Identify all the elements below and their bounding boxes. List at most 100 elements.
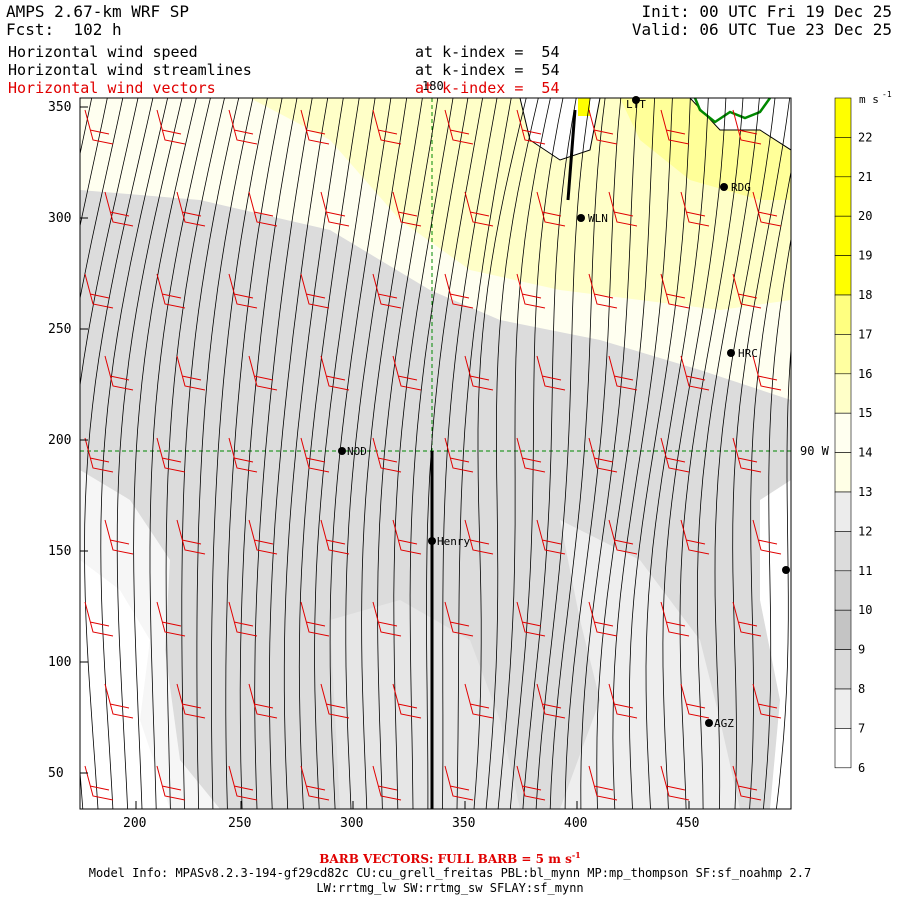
colorbar-swatch <box>834 294 852 335</box>
streamline <box>442 98 498 809</box>
wind-barb <box>588 601 618 637</box>
wind-barb <box>752 355 782 391</box>
colorbar-swatch <box>834 728 852 769</box>
wind-barb <box>84 273 114 309</box>
wind-barb <box>660 601 690 637</box>
colorbar-label: 13 <box>858 485 872 499</box>
streamline <box>409 98 469 809</box>
wind-barb <box>176 191 206 227</box>
wind-barb <box>300 437 330 473</box>
wind-barb <box>104 683 134 719</box>
colorbar-label: 19 <box>858 249 872 263</box>
wind-barb <box>516 765 546 801</box>
station-marker-rdg <box>720 183 728 191</box>
x-tick-label: 200 <box>123 816 147 831</box>
valid-time: Valid: 06 UTC Tue 23 Dec 25 <box>631 20 892 39</box>
wind-barb <box>156 273 186 309</box>
wind-barb <box>228 273 258 309</box>
wind-barb <box>444 437 474 473</box>
station-label-henry: Henry <box>437 535 470 548</box>
colorbar-swatch <box>834 531 852 572</box>
field-level-streamlines: at k-index = 54 <box>415 61 560 79</box>
wind-barb <box>752 191 782 227</box>
wind-barb <box>680 191 710 227</box>
wind-barb <box>392 683 422 719</box>
wind-barb <box>680 683 710 719</box>
x-axis-ticks <box>135 801 690 809</box>
colorbar-label: 8 <box>858 682 865 696</box>
wind-barb <box>732 601 762 637</box>
streamline <box>377 98 439 809</box>
colorbar-unit: m s <box>859 93 879 106</box>
colorbar-swatch <box>834 452 852 493</box>
wind-barb <box>84 109 114 145</box>
wind-barb <box>608 683 638 719</box>
wind-barb <box>372 109 402 145</box>
colorbar-label: 17 <box>858 327 872 341</box>
streamline <box>165 98 225 809</box>
streamline <box>268 98 329 809</box>
wind-barb <box>372 601 402 637</box>
field-level-speed: at k-index = 54 <box>415 43 560 61</box>
wind-barb <box>228 765 258 801</box>
streamline <box>345 98 408 809</box>
x-tick-label: 350 <box>452 816 476 831</box>
wind-barb <box>752 519 782 555</box>
wind-barb <box>588 273 618 309</box>
glacier-outline <box>693 98 772 124</box>
station-marker-hrc <box>727 349 735 357</box>
colorbar-label: 18 <box>858 288 872 302</box>
wind-barb <box>516 601 546 637</box>
colorbar-label: 7 <box>858 721 865 735</box>
y-axis-ticks <box>80 106 88 774</box>
colorbar-label: 14 <box>858 446 872 460</box>
streamline <box>564 98 622 809</box>
y-tick-label: 50 <box>48 766 64 781</box>
streamline <box>763 236 791 809</box>
colorbar-label: 9 <box>858 643 865 657</box>
wind-barb <box>156 601 186 637</box>
colorbar-swatch <box>834 137 852 178</box>
streamline <box>84 98 154 809</box>
streamline <box>549 98 606 809</box>
y-tick-label: 200 <box>48 433 72 448</box>
streamline <box>662 98 727 809</box>
streamline <box>776 344 791 809</box>
y-tick-label: 350 <box>48 100 72 115</box>
wind-barb <box>588 109 618 145</box>
y-tick-label: 300 <box>48 211 72 226</box>
wind-barb <box>588 765 618 801</box>
colorbar-swatch <box>834 334 852 375</box>
wind-barb <box>228 601 258 637</box>
colorbar-swatch <box>834 491 852 532</box>
streamline <box>535 98 591 809</box>
wind-barb <box>300 273 330 309</box>
wind-barb <box>516 273 546 309</box>
station-label-nod: NOD <box>347 445 367 458</box>
streamline <box>679 98 744 809</box>
station-marker-agz <box>705 719 713 727</box>
x-tick-label: 250 <box>228 816 252 831</box>
streamline <box>485 98 539 809</box>
wind-barb <box>464 191 494 227</box>
colorbar-swatch <box>834 649 852 690</box>
wind-barb <box>732 109 762 145</box>
speed-band-low-right-edge <box>760 480 791 809</box>
streamline <box>133 98 197 809</box>
coast-land-east <box>689 98 791 151</box>
streamline <box>696 98 760 809</box>
wind-barb <box>660 273 690 309</box>
colorbar-swatch <box>834 373 852 414</box>
wind-barb <box>84 437 114 473</box>
x-tick-label: 400 <box>564 816 588 831</box>
init-time: Init: 00 UTC Fri 19 Dec 25 <box>641 2 892 21</box>
colorbar: 22 21 20 19 18 17 16 15 14 13 12 11 10 9 8 7 6 <box>834 97 872 775</box>
streamline <box>645 98 709 809</box>
wind-barb <box>444 109 474 145</box>
wind-barb <box>516 109 546 145</box>
colorbar-label: 20 <box>858 209 872 223</box>
wind-barb <box>464 355 494 391</box>
wind-barb <box>248 355 278 391</box>
wind-barb <box>732 437 762 473</box>
